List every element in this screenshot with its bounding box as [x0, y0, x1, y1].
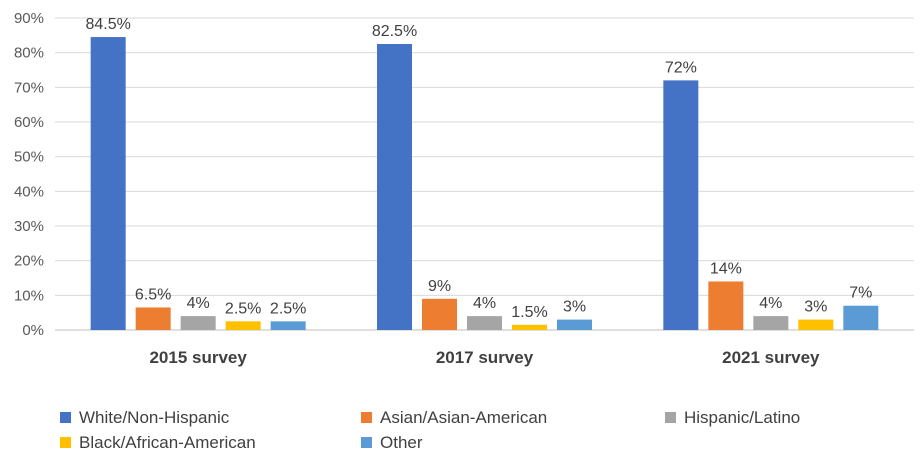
bar — [270, 321, 306, 330]
legend-item: Black/African-American — [60, 433, 256, 452]
y-tick-label: 50% — [14, 149, 44, 166]
bar — [225, 321, 261, 330]
legend-swatch — [665, 412, 676, 423]
bar — [753, 316, 789, 330]
bar — [557, 319, 592, 330]
data-label: 84.5% — [85, 16, 130, 33]
bar — [377, 44, 412, 330]
legend-swatch — [60, 437, 71, 448]
legend-label: Asian/Asian-American — [380, 408, 547, 427]
category-label: 2015 survey — [149, 348, 247, 367]
data-label: 6.5% — [135, 286, 171, 303]
bar — [512, 324, 547, 330]
data-label: 82.5% — [372, 23, 417, 40]
legend-item: White/Non-Hispanic — [60, 408, 230, 427]
data-label: 7% — [849, 285, 872, 302]
data-label: 9% — [428, 278, 451, 295]
y-tick-label: 80% — [14, 45, 44, 62]
legend-swatch — [361, 412, 372, 423]
legend-label: Other — [380, 433, 423, 452]
data-label: 1.5% — [511, 304, 547, 321]
data-labels: 84.5% 6.5% 4% 2.5% 2.5% 82.5% 9% 4% 1.5% 3% 72% 14%… — [85, 16, 872, 321]
legend-swatch — [361, 437, 372, 448]
data-label: 2.5% — [270, 300, 306, 317]
bar — [180, 316, 216, 330]
y-tick-label: 70% — [14, 79, 44, 96]
legend-item: Other — [361, 433, 423, 452]
data-label: 2.5% — [225, 300, 261, 317]
data-label: 3% — [804, 299, 827, 316]
bar — [663, 80, 699, 331]
bar — [467, 316, 502, 330]
legend: White/Non-Hispanic Asian/Asian-American Hi… — [60, 408, 800, 452]
y-tick-label: 60% — [14, 114, 44, 131]
legend-label: White/Non-Hispanic — [79, 408, 230, 427]
y-tick-label: 30% — [14, 218, 44, 235]
data-label: 14% — [710, 260, 742, 277]
legend-swatch — [60, 412, 71, 423]
legend-label: Hispanic/Latino — [684, 408, 800, 427]
category-labels: 2015 survey 2017 survey 2021 survey — [149, 348, 820, 367]
legend-item: Hispanic/Latino — [665, 408, 800, 427]
bar — [798, 319, 834, 330]
legend-label: Black/African-American — [79, 433, 256, 452]
y-axis-ticks: 0% 10% 20% 30% 40% 50% 60% 70% 80% 90% — [14, 10, 44, 339]
category-label: 2017 survey — [436, 348, 534, 367]
y-tick-label: 20% — [14, 253, 44, 270]
bar — [708, 281, 744, 330]
data-label: 4% — [473, 295, 496, 312]
y-tick-label: 40% — [14, 183, 44, 200]
data-label: 3% — [563, 299, 586, 316]
y-tick-label: 10% — [14, 287, 44, 304]
data-label: 4% — [187, 295, 210, 312]
gridlines — [55, 17, 914, 331]
bar — [422, 298, 457, 330]
bars — [90, 37, 879, 331]
y-tick-label: 0% — [22, 322, 44, 339]
y-tick-label: 90% — [14, 10, 44, 27]
bar — [90, 37, 126, 331]
bar — [135, 307, 171, 330]
category-label: 2021 survey — [722, 348, 820, 367]
legend-item: Asian/Asian-American — [361, 408, 547, 427]
data-label: 72% — [665, 59, 697, 76]
data-label: 4% — [759, 295, 782, 312]
bar — [843, 305, 879, 330]
